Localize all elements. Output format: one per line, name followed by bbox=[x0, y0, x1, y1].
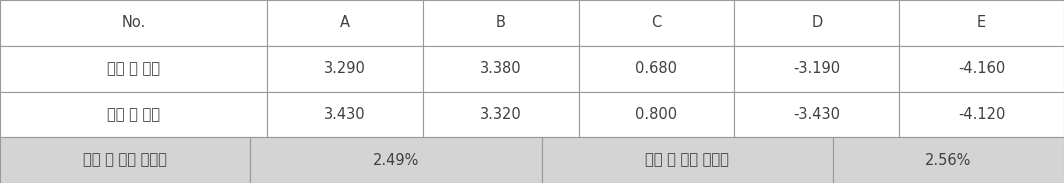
Text: -3.430: -3.430 bbox=[794, 107, 841, 122]
FancyBboxPatch shape bbox=[899, 92, 1064, 137]
FancyBboxPatch shape bbox=[0, 137, 250, 183]
Text: D: D bbox=[811, 15, 822, 30]
Text: 0.680: 0.680 bbox=[635, 61, 678, 76]
Text: 3.430: 3.430 bbox=[325, 107, 366, 122]
Text: 시험 후 저항 균일도: 시험 후 저항 균일도 bbox=[646, 153, 729, 168]
FancyBboxPatch shape bbox=[422, 46, 579, 92]
FancyBboxPatch shape bbox=[542, 137, 833, 183]
Text: 3.290: 3.290 bbox=[325, 61, 366, 76]
FancyBboxPatch shape bbox=[579, 92, 734, 137]
Text: B: B bbox=[496, 15, 505, 30]
Text: 시험 후 편차: 시험 후 편차 bbox=[107, 107, 160, 122]
Text: No.: No. bbox=[121, 15, 146, 30]
FancyBboxPatch shape bbox=[899, 46, 1064, 92]
FancyBboxPatch shape bbox=[0, 92, 267, 137]
FancyBboxPatch shape bbox=[0, 46, 267, 92]
FancyBboxPatch shape bbox=[267, 92, 422, 137]
Text: -4.160: -4.160 bbox=[958, 61, 1005, 76]
FancyBboxPatch shape bbox=[734, 46, 899, 92]
Text: -3.190: -3.190 bbox=[793, 61, 841, 76]
FancyBboxPatch shape bbox=[0, 0, 267, 46]
FancyBboxPatch shape bbox=[833, 137, 1064, 183]
FancyBboxPatch shape bbox=[422, 92, 579, 137]
Text: C: C bbox=[651, 15, 662, 30]
Text: A: A bbox=[340, 15, 350, 30]
FancyBboxPatch shape bbox=[267, 0, 422, 46]
Text: 3.320: 3.320 bbox=[480, 107, 521, 122]
Text: 2.49%: 2.49% bbox=[372, 153, 419, 168]
FancyBboxPatch shape bbox=[422, 0, 579, 46]
Text: E: E bbox=[977, 15, 986, 30]
Text: 시험 전 편차: 시험 전 편차 bbox=[107, 61, 160, 76]
FancyBboxPatch shape bbox=[579, 46, 734, 92]
FancyBboxPatch shape bbox=[734, 0, 899, 46]
FancyBboxPatch shape bbox=[267, 46, 422, 92]
Text: 2.56%: 2.56% bbox=[926, 153, 971, 168]
Text: 시험 전 저항 균일도: 시험 전 저항 균일도 bbox=[83, 153, 167, 168]
Text: 3.380: 3.380 bbox=[480, 61, 521, 76]
FancyBboxPatch shape bbox=[899, 0, 1064, 46]
FancyBboxPatch shape bbox=[579, 0, 734, 46]
FancyBboxPatch shape bbox=[250, 137, 542, 183]
FancyBboxPatch shape bbox=[734, 92, 899, 137]
Text: -4.120: -4.120 bbox=[958, 107, 1005, 122]
Text: 0.800: 0.800 bbox=[635, 107, 678, 122]
